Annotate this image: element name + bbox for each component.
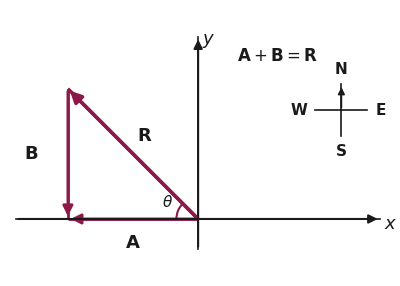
Text: W: W [291, 103, 308, 118]
Text: E: E [375, 103, 386, 118]
Text: N: N [335, 61, 348, 77]
Text: S: S [336, 144, 347, 159]
Text: $\mathbf{A} + \mathbf{B} = \mathbf{R}$: $\mathbf{A} + \mathbf{B} = \mathbf{R}$ [237, 47, 318, 65]
Text: B: B [24, 145, 38, 163]
Text: R: R [137, 128, 151, 146]
Text: θ: θ [162, 195, 172, 210]
Text: A: A [126, 234, 140, 252]
Text: x: x [385, 215, 396, 233]
Text: y: y [202, 30, 213, 48]
